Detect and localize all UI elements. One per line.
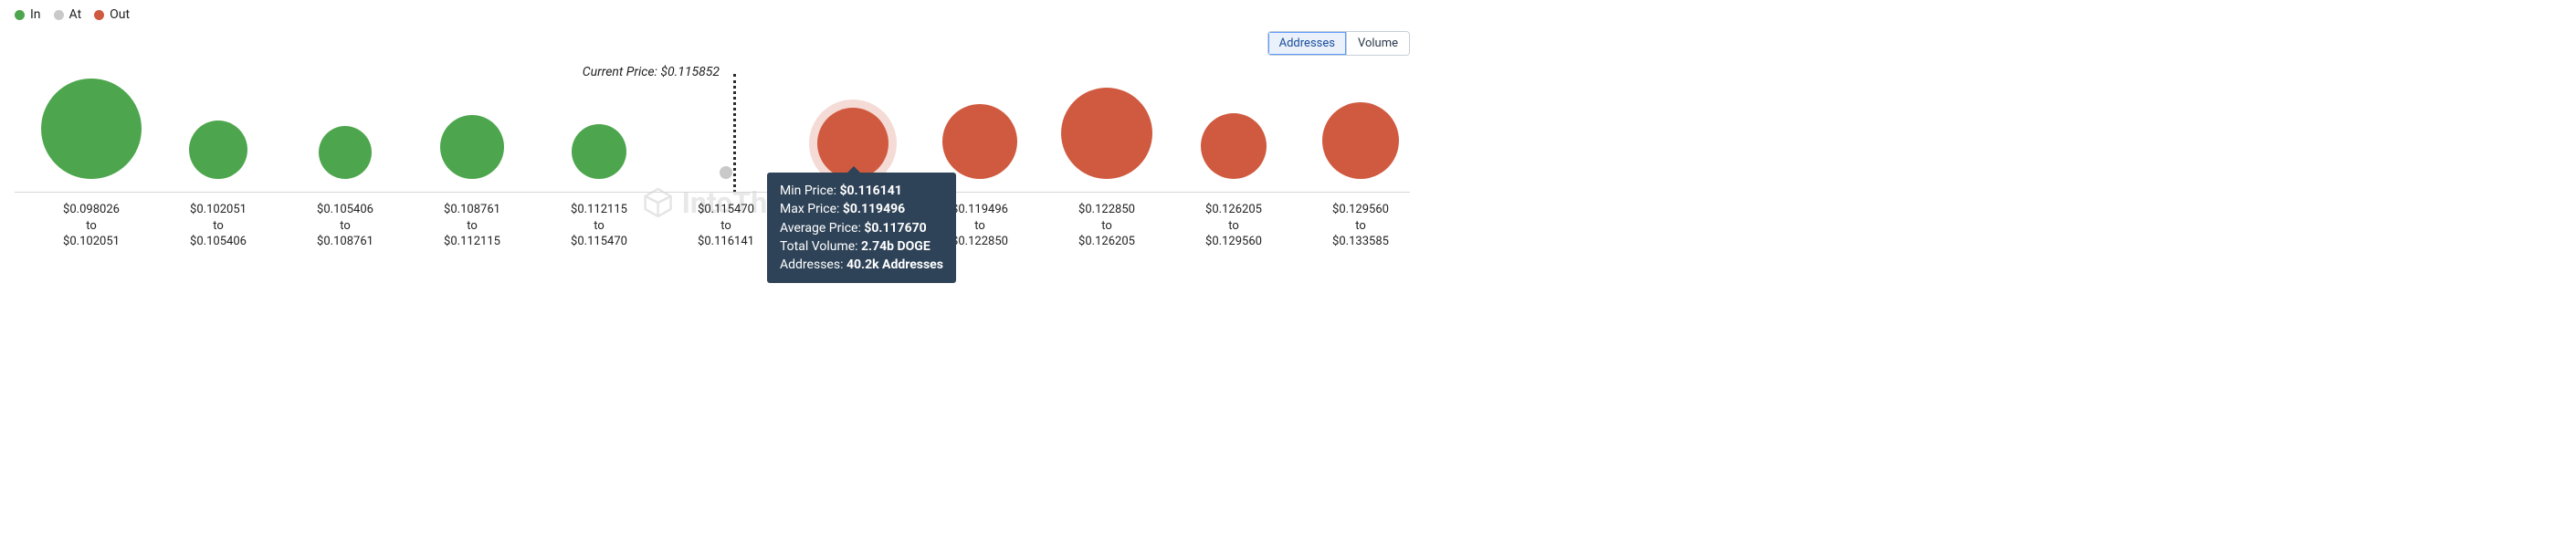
legend-label: In bbox=[30, 7, 41, 22]
toggle-addresses[interactable]: Addresses bbox=[1268, 32, 1346, 55]
legend-dot-icon bbox=[15, 10, 25, 20]
tooltip-value: $0.116141 bbox=[839, 184, 901, 198]
bubble-cell[interactable] bbox=[440, 64, 504, 192]
range-high: $0.108761 bbox=[317, 234, 373, 250]
tooltip-row: Total Volume: 2.74b DOGE bbox=[780, 237, 943, 256]
tooltip-value: 2.74b DOGE bbox=[861, 239, 931, 254]
tooltip-label: Min Price: bbox=[780, 184, 839, 198]
tooltip-value: $0.117670 bbox=[864, 221, 926, 236]
tooltip-row: Max Price: $0.119496 bbox=[780, 200, 943, 218]
bubble-cell[interactable] bbox=[1201, 64, 1267, 192]
range-word: to bbox=[317, 218, 373, 235]
range-high: $0.116141 bbox=[698, 234, 754, 250]
range-high: $0.126205 bbox=[1078, 234, 1135, 250]
range-word: to bbox=[698, 218, 754, 235]
bubble-cell[interactable] bbox=[41, 64, 142, 192]
bubble-cell[interactable] bbox=[572, 64, 626, 192]
range-high: $0.122850 bbox=[952, 234, 1008, 250]
range-low: $0.112115 bbox=[571, 202, 627, 218]
legend-item-in[interactable]: In bbox=[15, 7, 41, 22]
range-word: to bbox=[952, 218, 1008, 235]
tooltip-label: Average Price: bbox=[780, 221, 864, 236]
view-toggle: AddressesVolume bbox=[1267, 31, 1410, 56]
legend-dot-icon bbox=[54, 10, 64, 20]
legend-dot-icon bbox=[94, 10, 104, 20]
bubble-in bbox=[440, 115, 504, 179]
range-low: $0.108761 bbox=[444, 202, 500, 218]
range-word: to bbox=[1332, 218, 1389, 235]
bubble-cell[interactable] bbox=[1322, 64, 1399, 192]
bubble-in bbox=[189, 121, 247, 179]
tooltip: Min Price: $0.116141Max Price: $0.119496… bbox=[767, 173, 956, 283]
legend: In At Out bbox=[15, 7, 130, 22]
bubble-cell[interactable] bbox=[720, 64, 732, 192]
range-label: $0.115470to$0.116141 bbox=[698, 202, 754, 250]
range-low: $0.098026 bbox=[63, 202, 120, 218]
range-label: $0.129560to$0.133585 bbox=[1332, 202, 1389, 250]
bubble-in bbox=[319, 126, 372, 179]
bubble-in bbox=[41, 79, 142, 179]
range-high: $0.129560 bbox=[1205, 234, 1262, 250]
range-low: $0.122850 bbox=[1078, 202, 1135, 218]
range-low: $0.115470 bbox=[698, 202, 754, 218]
bubble-row bbox=[15, 65, 1410, 193]
range-label: $0.112115to$0.115470 bbox=[571, 202, 627, 250]
range-label: $0.108761to$0.112115 bbox=[444, 202, 500, 250]
range-low: $0.129560 bbox=[1332, 202, 1389, 218]
range-word: to bbox=[1078, 218, 1135, 235]
bubble-out bbox=[1322, 102, 1399, 179]
bubble-in bbox=[572, 124, 626, 179]
toggle-volume[interactable]: Volume bbox=[1346, 32, 1409, 55]
bubble-out bbox=[942, 104, 1017, 179]
range-high: $0.133585 bbox=[1332, 234, 1389, 250]
bubble-cell[interactable] bbox=[319, 64, 372, 192]
tooltip-value: $0.119496 bbox=[843, 202, 905, 216]
range-high: $0.112115 bbox=[444, 234, 500, 250]
bubble-chart: IntoThe Current Price: $0.115852 $0.0980… bbox=[15, 65, 1410, 260]
legend-item-at[interactable]: At bbox=[54, 7, 82, 22]
range-low: $0.105406 bbox=[317, 202, 373, 218]
range-word: to bbox=[444, 218, 500, 235]
range-label: $0.122850to$0.126205 bbox=[1078, 202, 1135, 250]
tooltip-label: Max Price: bbox=[780, 202, 843, 216]
tooltip-label: Addresses: bbox=[780, 257, 846, 272]
range-word: to bbox=[1205, 218, 1262, 235]
tooltip-row: Average Price: $0.117670 bbox=[780, 219, 943, 237]
bubble-cell[interactable] bbox=[1061, 64, 1152, 192]
range-low: $0.119496 bbox=[952, 202, 1008, 218]
bubble-out bbox=[1061, 88, 1152, 179]
legend-label: Out bbox=[110, 7, 130, 22]
range-low: $0.102051 bbox=[190, 202, 247, 218]
tooltip-value: 40.2k Addresses bbox=[846, 257, 943, 272]
tooltip-row: Min Price: $0.116141 bbox=[780, 182, 943, 200]
range-high: $0.115470 bbox=[571, 234, 627, 250]
range-label: $0.119496to$0.122850 bbox=[952, 202, 1008, 250]
range-label: $0.105406to$0.108761 bbox=[317, 202, 373, 250]
legend-item-out[interactable]: Out bbox=[94, 7, 130, 22]
bubble-out bbox=[1201, 113, 1267, 179]
range-label: $0.098026to$0.102051 bbox=[63, 202, 120, 250]
axis-labels: $0.098026to$0.102051$0.102051to$0.105406… bbox=[15, 202, 1410, 260]
bubble-cell[interactable] bbox=[189, 64, 247, 192]
range-word: to bbox=[190, 218, 247, 235]
range-label: $0.126205to$0.129560 bbox=[1205, 202, 1262, 250]
range-word: to bbox=[571, 218, 627, 235]
range-word: to bbox=[63, 218, 120, 235]
bubble-at bbox=[720, 166, 732, 179]
range-high: $0.102051 bbox=[63, 234, 120, 250]
range-high: $0.105406 bbox=[190, 234, 247, 250]
tooltip-label: Total Volume: bbox=[780, 239, 861, 254]
tooltip-row: Addresses: 40.2k Addresses bbox=[780, 256, 943, 274]
range-low: $0.126205 bbox=[1205, 202, 1262, 218]
range-label: $0.102051to$0.105406 bbox=[190, 202, 247, 250]
legend-label: At bbox=[69, 7, 82, 22]
